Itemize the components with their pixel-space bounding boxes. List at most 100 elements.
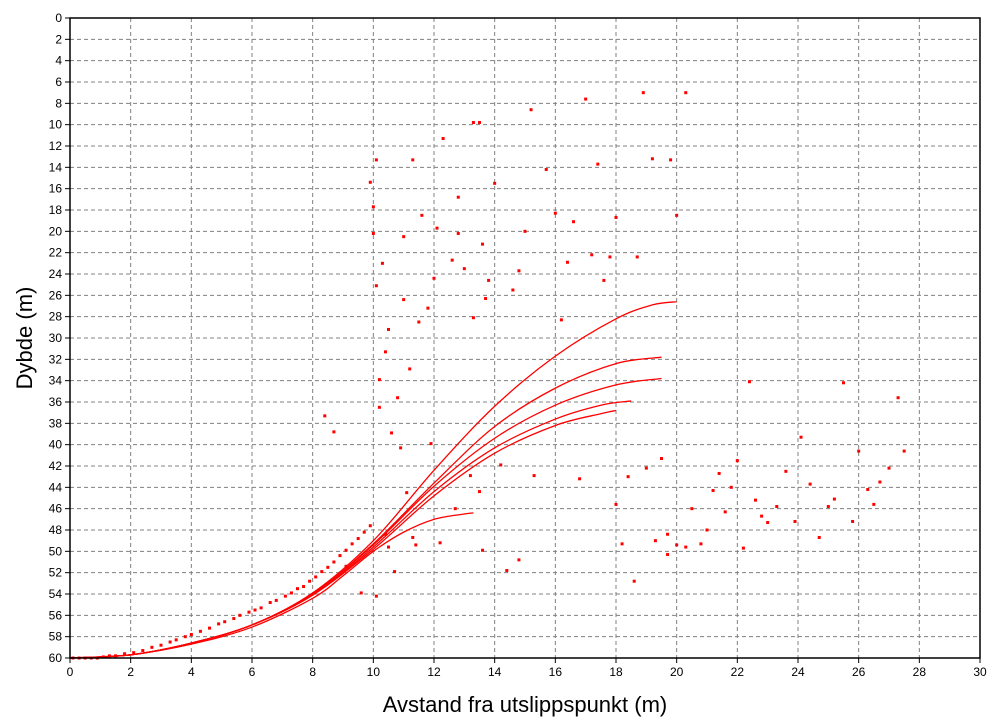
scatter-point bbox=[399, 446, 403, 450]
scatter-point bbox=[842, 381, 845, 385]
scatter-point bbox=[332, 560, 336, 564]
scatter-point bbox=[487, 278, 491, 282]
x-tick-label: 24 bbox=[791, 665, 805, 679]
scatter-point bbox=[308, 579, 312, 583]
scatter-point bbox=[387, 545, 390, 549]
scatter-point bbox=[851, 519, 855, 523]
scatter-point bbox=[711, 489, 715, 493]
scatter-point bbox=[565, 260, 569, 264]
scatter-point bbox=[559, 318, 563, 322]
scatter-point bbox=[690, 507, 694, 511]
scatter-point bbox=[198, 629, 202, 633]
y-tick-label: 20 bbox=[49, 224, 63, 238]
scatter-point bbox=[481, 242, 485, 246]
scatter-point bbox=[799, 435, 803, 439]
y-tick-label: 22 bbox=[49, 246, 63, 260]
scatter-point bbox=[468, 474, 472, 478]
scatter-point bbox=[578, 477, 582, 481]
scatter-point bbox=[632, 579, 636, 583]
scatter-point bbox=[902, 449, 906, 453]
scatter-point bbox=[817, 535, 821, 539]
scatter-point bbox=[411, 535, 415, 539]
scatter-point bbox=[653, 539, 657, 543]
scatter-point bbox=[253, 608, 257, 612]
y-tick-label: 26 bbox=[49, 288, 63, 302]
scatter-point bbox=[320, 570, 324, 574]
scatter-point bbox=[626, 475, 630, 479]
scatter-point bbox=[374, 594, 378, 598]
y-tick-label: 8 bbox=[55, 96, 62, 110]
y-tick-label: 0 bbox=[55, 11, 62, 25]
scatter-point bbox=[393, 570, 397, 574]
y-axis-label: Dybde (m) bbox=[12, 287, 37, 390]
scatter-point bbox=[362, 530, 366, 534]
x-tick-label: 8 bbox=[309, 665, 316, 679]
scatter-point bbox=[438, 541, 442, 545]
scatter-point bbox=[208, 626, 212, 630]
scatter-point bbox=[411, 158, 415, 162]
scatter-point bbox=[596, 162, 600, 166]
scatter-point bbox=[183, 635, 187, 639]
y-tick-label: 6 bbox=[55, 75, 62, 89]
scatter-point bbox=[396, 396, 400, 400]
scatter-point bbox=[326, 565, 330, 569]
scatter-point bbox=[684, 545, 688, 549]
scatter-point bbox=[523, 229, 527, 233]
scatter-point bbox=[238, 613, 242, 617]
y-tick-label: 48 bbox=[49, 523, 63, 537]
scatter-point bbox=[141, 649, 145, 653]
scatter-point bbox=[478, 490, 481, 494]
scatter-point bbox=[383, 532, 387, 536]
scatter-point bbox=[590, 253, 594, 257]
scatter-point bbox=[808, 482, 812, 486]
scatter-point bbox=[323, 414, 327, 418]
y-tick-label: 14 bbox=[49, 160, 63, 174]
scatter-point bbox=[484, 297, 488, 301]
y-tick-label: 12 bbox=[49, 139, 63, 153]
scatter-point bbox=[426, 306, 430, 310]
scatter-point bbox=[356, 537, 360, 541]
scatter-point bbox=[450, 258, 454, 262]
scatter-point bbox=[259, 606, 263, 610]
x-tick-label: 14 bbox=[488, 665, 502, 679]
scatter-point bbox=[374, 284, 378, 288]
scatter-point bbox=[101, 655, 105, 659]
scatter-point bbox=[247, 610, 251, 614]
scatter-point bbox=[793, 519, 797, 523]
scatter-point bbox=[405, 491, 409, 495]
scatter-point bbox=[481, 548, 485, 552]
x-tick-label: 26 bbox=[852, 665, 866, 679]
series-line-6 bbox=[69, 512, 474, 659]
scatter-point bbox=[377, 405, 381, 409]
scatter-point bbox=[189, 633, 193, 637]
x-tick-label: 18 bbox=[609, 665, 623, 679]
scatter-point bbox=[374, 158, 378, 162]
y-tick-label: 16 bbox=[49, 182, 63, 196]
scatter-point bbox=[223, 620, 227, 624]
scatter-point bbox=[417, 320, 421, 324]
scatter-point bbox=[441, 137, 445, 141]
scatter-point bbox=[420, 213, 424, 217]
y-tick-label: 52 bbox=[49, 566, 63, 580]
scatter-point bbox=[217, 622, 221, 626]
scatter-point bbox=[717, 471, 721, 475]
x-tick-label: 4 bbox=[188, 665, 195, 679]
scatter-point bbox=[338, 554, 342, 558]
y-tick-label: 54 bbox=[49, 587, 63, 601]
scatter-point bbox=[377, 378, 381, 382]
y-tick-label: 28 bbox=[49, 310, 63, 324]
x-axis-label: Avstand fra utslippspunkt (m) bbox=[383, 692, 668, 717]
scatter-point bbox=[666, 532, 670, 536]
scatter-point bbox=[168, 640, 172, 644]
scatter-point bbox=[775, 505, 779, 509]
scatter-point bbox=[435, 226, 439, 230]
scatter-point bbox=[371, 205, 375, 209]
scatter-point bbox=[641, 91, 645, 95]
scatter-point bbox=[456, 231, 460, 235]
scatter-point bbox=[684, 91, 688, 95]
x-tick-label: 16 bbox=[549, 665, 563, 679]
scatter-point bbox=[499, 463, 503, 467]
x-tick-label: 10 bbox=[367, 665, 381, 679]
x-tick-label: 28 bbox=[913, 665, 927, 679]
